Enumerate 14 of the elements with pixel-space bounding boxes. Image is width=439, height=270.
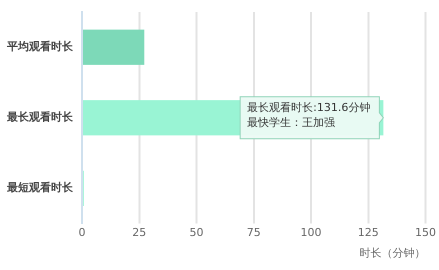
x-tick-label: 50 xyxy=(190,226,204,240)
x-axis-title: 时长（分钟） xyxy=(360,246,426,260)
x-tick-label: 100 xyxy=(300,226,322,240)
bar xyxy=(83,30,144,65)
x-tick-label: 0 xyxy=(78,226,86,240)
x-tick-label: 125 xyxy=(358,226,379,240)
x-tick-label: 25 xyxy=(132,226,146,240)
x-tick-label: 75 xyxy=(246,226,261,240)
y-tick-label: 平均观看时长 xyxy=(6,40,74,54)
y-tick-label: 最长观看时长 xyxy=(6,110,74,124)
annotation: 最快学生：王加强 xyxy=(247,116,336,130)
y-tick-label: 最短观看时长 xyxy=(6,181,74,194)
annotation: 最长观看时长:131.6分钟 xyxy=(247,101,370,114)
x-tick-label: 150 xyxy=(415,226,436,240)
